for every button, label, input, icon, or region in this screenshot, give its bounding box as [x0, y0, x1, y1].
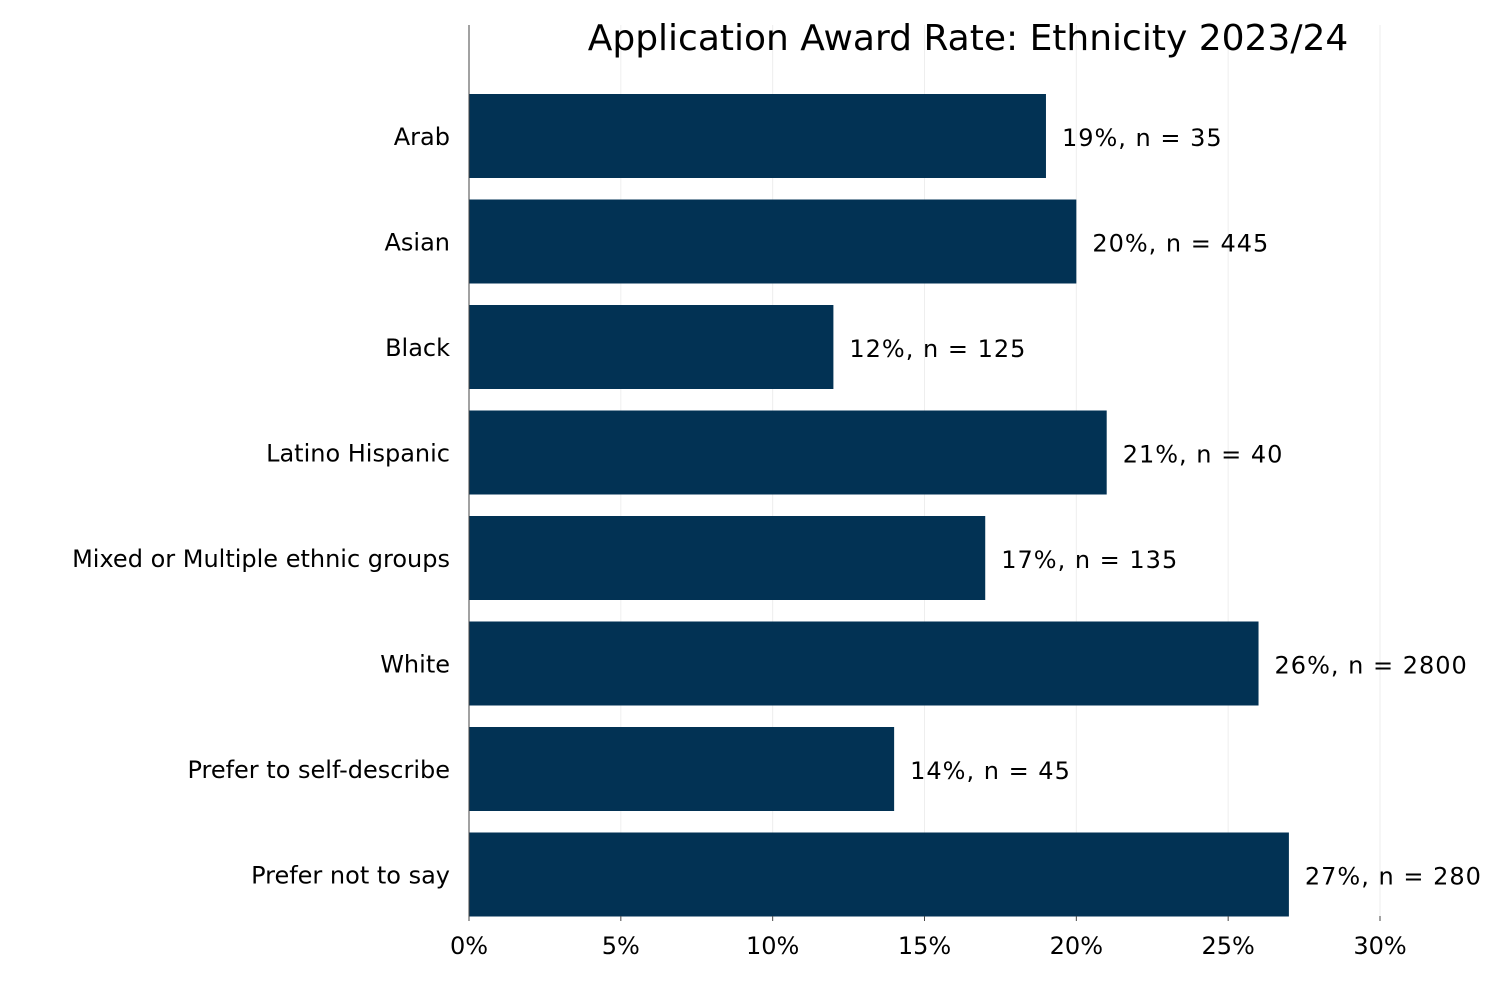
bar [469, 305, 834, 389]
bars [469, 94, 1289, 917]
bar [469, 199, 1077, 284]
data-label: 14%, n = 45 [910, 757, 1071, 785]
x-tick-label: 0% [450, 932, 488, 960]
category-label: Black [385, 334, 450, 362]
data-labels: 19%, n = 35 20%, n = 445 12%, n = 125 21%, … [849, 124, 1482, 891]
chart-title: Application Award Rate: Ethnicity 2023/2… [588, 18, 1349, 59]
category-label: Prefer not to say [251, 862, 450, 890]
data-label: 19%, n = 35 [1062, 124, 1223, 152]
category-label: Prefer to self-describe [187, 756, 450, 784]
category-label: Mixed or Multiple ethnic groups [72, 545, 450, 573]
category-label: White [380, 651, 450, 679]
bar [469, 94, 1046, 178]
data-label: 12%, n = 125 [849, 335, 1026, 363]
data-label: 26%, n = 2800 [1275, 652, 1468, 680]
y-axis-labels: Arab Asian Black Latino Hispanic Mixed or Mu… [72, 123, 450, 890]
x-tick-label: 20% [1050, 932, 1103, 960]
category-label: Arab [394, 123, 450, 151]
x-tick-label: 10% [746, 932, 799, 960]
x-tick-label: 25% [1201, 932, 1254, 960]
data-label: 21%, n = 40 [1123, 441, 1284, 469]
bar [469, 727, 895, 811]
category-label: Latino Hispanic [266, 440, 450, 468]
data-label: 17%, n = 135 [1001, 546, 1178, 574]
x-axis-ticks: 0% 5% 10% 15% 20% 25% 30% [450, 916, 1407, 960]
bar [469, 410, 1107, 495]
bar [469, 621, 1259, 706]
bar [469, 832, 1289, 917]
x-tick-label: 15% [898, 932, 951, 960]
data-label: 27%, n = 280 [1305, 863, 1482, 891]
category-label: Asian [384, 229, 450, 257]
x-tick-label: 5% [602, 932, 640, 960]
x-tick-label: 30% [1353, 932, 1406, 960]
data-label: 20%, n = 445 [1092, 230, 1269, 258]
bar [469, 516, 986, 600]
